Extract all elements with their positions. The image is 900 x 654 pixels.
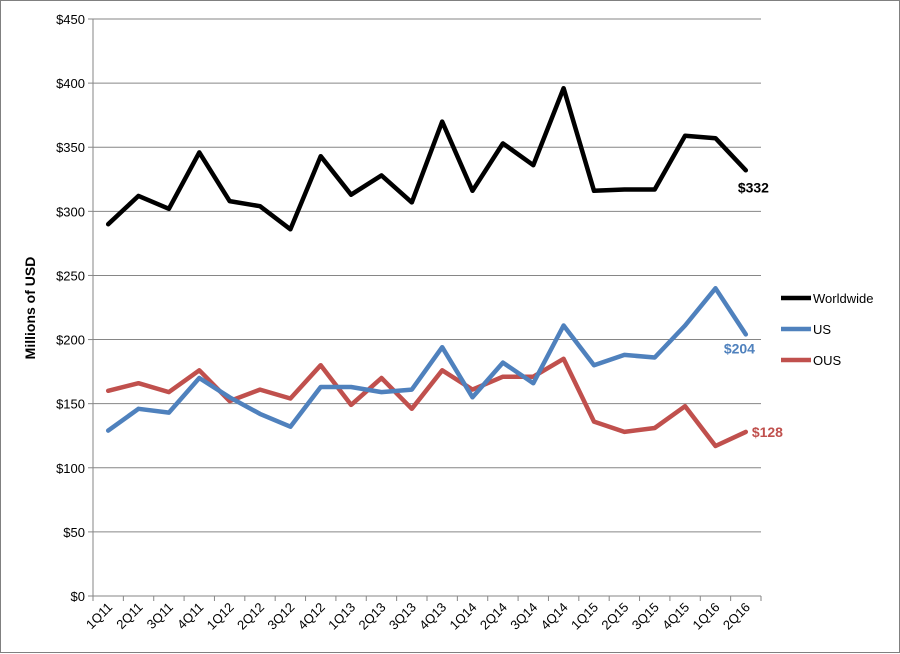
x-tick-label: 1Q16 <box>689 600 722 633</box>
y-tick-label: $350 <box>56 140 85 155</box>
y-tick-label: $450 <box>56 12 85 27</box>
y-tick-label: $0 <box>71 589 85 604</box>
x-tick-label: 3Q12 <box>264 600 297 633</box>
y-tick-label: $250 <box>56 268 85 283</box>
x-tick-label: 2Q11 <box>113 600 145 632</box>
x-tick-label: 2Q12 <box>234 600 267 633</box>
series-lines <box>105 85 749 449</box>
y-tick-label: $400 <box>56 76 85 91</box>
axes <box>88 18 762 601</box>
series-line-us <box>105 286 749 433</box>
y-tick-label: $300 <box>56 204 85 219</box>
y-tick-label: $100 <box>56 461 85 476</box>
y-tick-labels: $0 $50 $100 $150 $200 $250 $300 $350 $400 $450 <box>56 12 85 604</box>
x-tick-label: 4Q13 <box>416 600 449 633</box>
legend-label-worldwide: Worldwide <box>813 291 873 306</box>
y-tick-label: $150 <box>56 397 85 412</box>
end-label-us: $204 <box>724 340 755 356</box>
x-tick-label: 4Q12 <box>295 600 328 633</box>
x-tick-label: 2Q14 <box>477 600 510 633</box>
x-tick-label: 4Q15 <box>659 600 692 633</box>
x-tick-label: 3Q15 <box>629 600 662 633</box>
y-tick-label: $200 <box>56 333 85 348</box>
x-tick-label: 1Q13 <box>325 600 358 633</box>
x-tick-label: 2Q13 <box>355 600 388 633</box>
y-tick-label: $50 <box>63 525 85 540</box>
x-tick-label: 4Q11 <box>174 600 206 632</box>
legend: Worldwide US OUS <box>781 291 873 368</box>
x-tick-label: 2Q16 <box>720 600 753 633</box>
legend-label-ous: OUS <box>813 353 842 368</box>
x-tick-label: 3Q11 <box>144 600 176 632</box>
end-label-worldwide: $332 <box>738 179 769 195</box>
x-tick-label: 1Q11 <box>83 600 115 632</box>
x-tick-label: 3Q13 <box>386 600 419 633</box>
y-axis-title: Millions of USD <box>22 257 38 360</box>
legend-label-us: US <box>813 322 831 337</box>
gridlines <box>93 18 761 533</box>
end-label-ous: $128 <box>752 424 783 440</box>
x-tick-label: 1Q15 <box>568 600 601 633</box>
x-tick-label: 2Q15 <box>598 600 631 633</box>
x-tick-label: 4Q14 <box>538 600 571 633</box>
end-labels: $332 $204 $128 <box>724 179 783 440</box>
x-tick-label: 1Q14 <box>447 600 480 633</box>
x-tick-labels: 1Q112Q113Q114Q111Q122Q123Q124Q121Q132Q13… <box>83 600 753 633</box>
x-tick-label: 1Q12 <box>204 600 237 633</box>
series-line-worldwide <box>105 85 749 232</box>
x-tick-label: 3Q14 <box>507 600 540 633</box>
